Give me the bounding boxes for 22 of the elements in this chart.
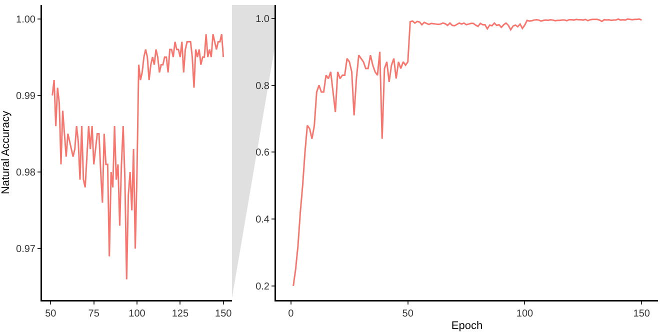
y-tick-label: 1.00 — [16, 14, 36, 26]
y-tick-label: 0.6 — [256, 148, 270, 159]
x-tick-label: 50 — [45, 308, 57, 320]
x-tick-label: 125 — [172, 308, 189, 320]
y-axis-title: Natural Accuracy — [0, 110, 12, 194]
x-tick-label: 150 — [633, 308, 650, 320]
x-tick-label: 100 — [128, 308, 146, 320]
y-tick-label: 0.97 — [16, 244, 36, 256]
x-tick-label: 50 — [402, 308, 414, 320]
y-tick-label: 1.0 — [256, 14, 270, 25]
x-tick-label: 0 — [288, 308, 294, 320]
y-tick-label: 0.2 — [256, 281, 270, 292]
line-series — [292, 18, 642, 287]
y-tick-label: 0.99 — [16, 90, 36, 102]
x-tick-label: 75 — [88, 308, 100, 320]
x-tick-label: 150 — [215, 308, 232, 320]
x-tick-label: 100 — [516, 308, 534, 320]
y-tick-label: 0.4 — [256, 214, 270, 226]
x-axis-title: Epoch — [451, 320, 483, 332]
line-series — [52, 33, 224, 280]
y-tick-label: 0.98 — [16, 168, 36, 179]
y-tick-label: 0.8 — [256, 80, 270, 92]
